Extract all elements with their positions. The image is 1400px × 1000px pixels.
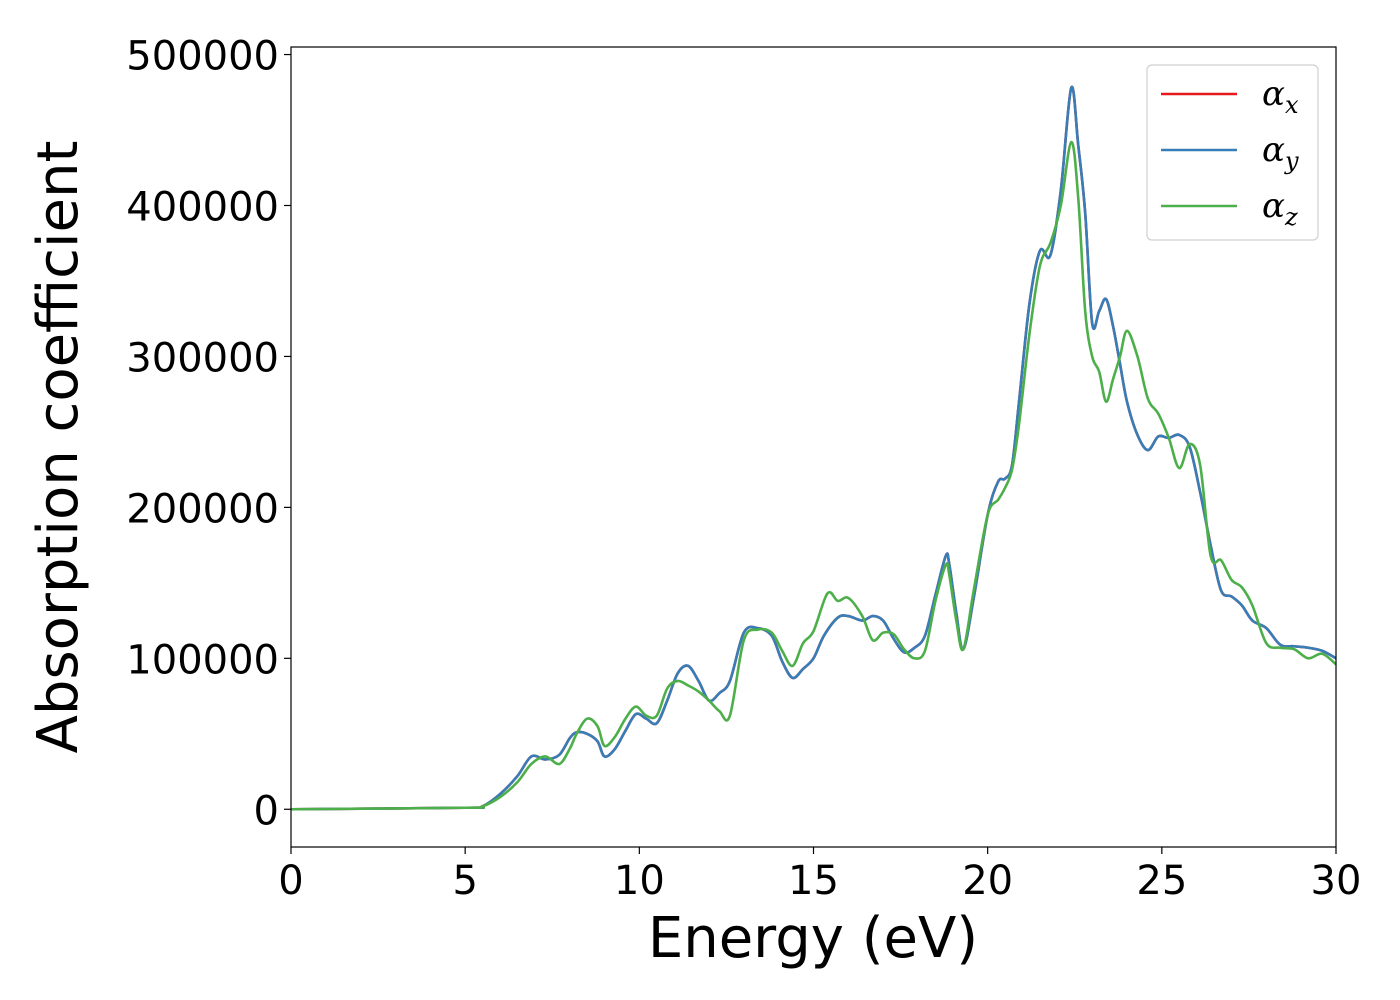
y-tick-label: 200000	[126, 486, 279, 532]
legend-label-x: αx	[1262, 74, 1299, 119]
x-axis-label: Energy (eV)	[648, 906, 978, 971]
x-tick-label: 30	[1311, 858, 1362, 904]
y-axis-label: Absorption coefficient	[26, 141, 91, 754]
legend: αx αy αz	[1146, 64, 1319, 241]
legend-label-z: αz	[1262, 186, 1298, 231]
x-tick-label: 25	[1136, 858, 1187, 904]
y-tick-label: 0	[254, 788, 279, 834]
y-tick-label: 400000	[126, 184, 279, 230]
series-line-z	[291, 140, 1336, 811]
x-tick-label: 20	[962, 858, 1013, 904]
x-tick-label: 0	[278, 858, 303, 904]
axes: 0 5 10 15 20 25 30 0 100000 200000 300000 400000 500…	[126, 34, 1361, 904]
x-tick-label: 15	[788, 858, 839, 904]
y-tick-label: 300000	[126, 335, 279, 381]
y-tick-label: 100000	[126, 637, 279, 683]
legend-label-y: αy	[1262, 130, 1299, 175]
y-tick-label: 500000	[126, 34, 279, 80]
legend-box	[1146, 64, 1319, 241]
plot-area	[291, 85, 1336, 811]
x-tick-label: 10	[614, 858, 665, 904]
x-tick-label: 5	[452, 858, 477, 904]
